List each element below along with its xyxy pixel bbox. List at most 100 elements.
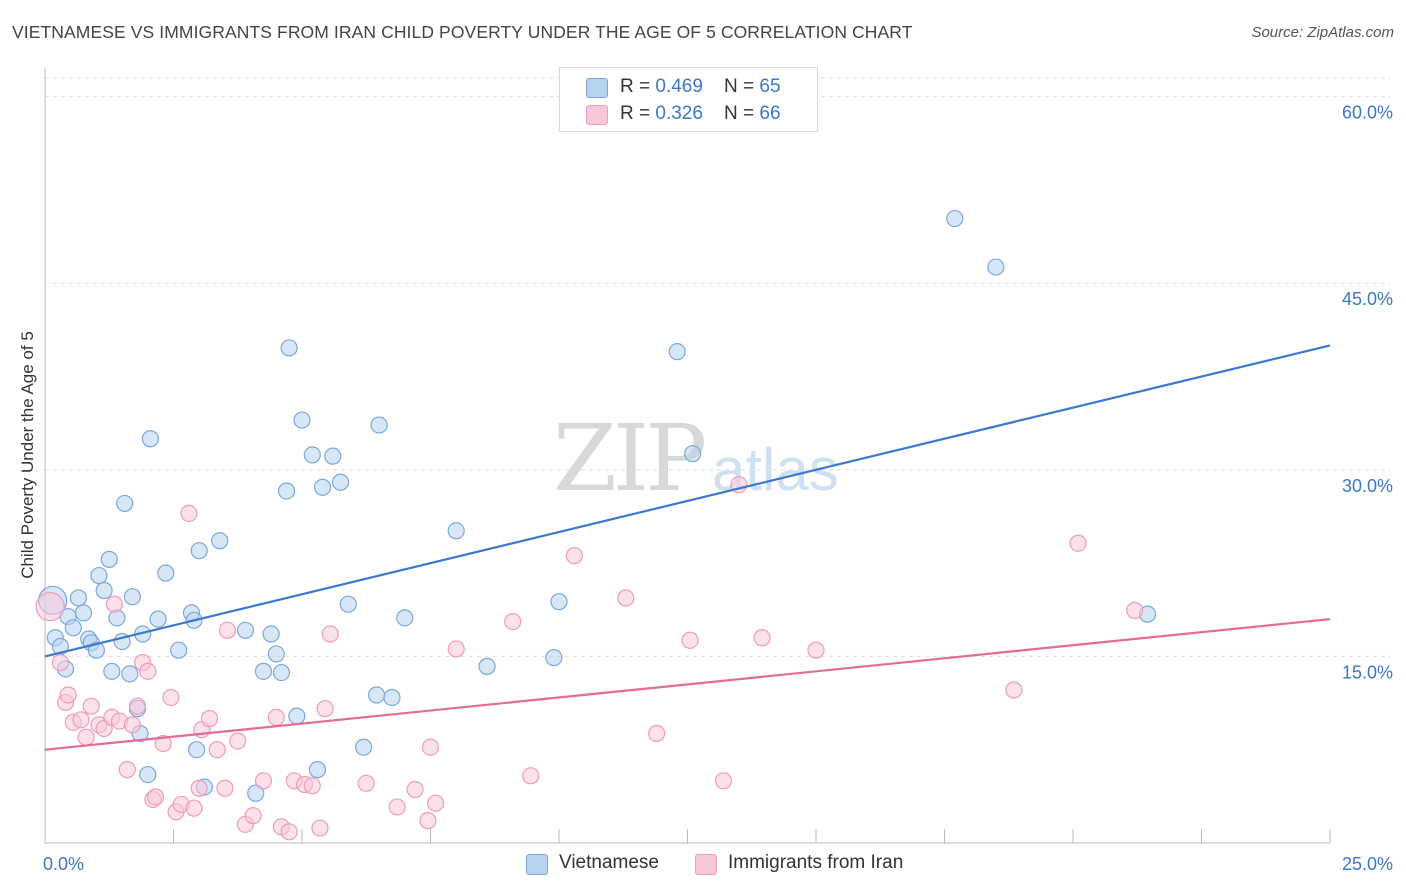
vietnamese-point — [121, 665, 139, 683]
iran-point — [162, 688, 180, 707]
iran-point — [1005, 681, 1023, 699]
y-tick-label: 30.0% — [1342, 476, 1393, 496]
iran-point — [714, 772, 733, 790]
vietnamese-point — [280, 339, 298, 357]
vietnamese-point — [478, 657, 496, 675]
vietnamese-point — [74, 604, 93, 622]
vietnamese-point — [946, 209, 964, 228]
iran-point — [267, 708, 285, 726]
vietnamese-point — [324, 447, 342, 465]
bottom-legend-swatch-pink — [695, 854, 717, 875]
vietnamese-point — [396, 609, 414, 627]
chart-source: Source: ZipAtlas.com — [1251, 24, 1394, 41]
iran-point — [522, 767, 540, 785]
vietnamese-point — [987, 258, 1005, 276]
y-tick-label: 45.0% — [1342, 289, 1393, 309]
legend-swatch-pink — [586, 105, 608, 125]
vietnamese-point — [293, 411, 311, 429]
vietnamese-point — [100, 550, 118, 568]
vietnamese-point — [303, 446, 321, 464]
iran-point — [419, 812, 437, 830]
vietnamese-point — [87, 641, 106, 659]
vietnamese-point — [339, 595, 357, 613]
vietnamese-point — [123, 588, 141, 606]
vietnamese-point — [272, 663, 291, 682]
iran-point — [648, 724, 666, 743]
iran-point — [77, 728, 95, 746]
vietnamese-point — [545, 649, 563, 667]
iran-point — [51, 654, 70, 672]
iran-point — [128, 697, 147, 715]
iran-point — [254, 772, 273, 790]
x-tick-label: 25.0% — [1342, 854, 1393, 874]
vietnamese-point — [247, 784, 265, 802]
vietnamese-point — [116, 494, 134, 513]
vietnamese-trendline — [44, 344, 1331, 658]
vietnamese-point — [188, 741, 206, 759]
iran-point — [316, 700, 334, 718]
iran-point — [807, 641, 825, 659]
legend-n-value: 66 — [759, 103, 781, 124]
iran-point — [59, 686, 77, 704]
iran-point — [218, 621, 237, 639]
iran-point — [357, 774, 375, 792]
correlation-legend: R = 0.469 N = 65 R = 0.326 N = 66 — [559, 67, 818, 132]
vietnamese-point — [157, 564, 175, 582]
iran-point — [216, 779, 234, 797]
vietnamese-point — [103, 662, 121, 680]
iran-point — [406, 780, 424, 799]
vietnamese-point — [190, 542, 208, 560]
vietnamese-point — [95, 581, 113, 600]
legend-n-label: N = — [724, 76, 760, 97]
vietnamese-point — [139, 765, 157, 784]
iran-point — [303, 777, 321, 795]
iran-point — [388, 798, 406, 816]
vietnamese-point — [149, 610, 167, 628]
vietnamese-point — [211, 532, 229, 550]
legend-n-label: N = — [724, 103, 760, 124]
iran-point — [229, 732, 247, 750]
vietnamese-point — [236, 621, 255, 639]
legend-n-value: 65 — [759, 76, 781, 97]
iran-trendline — [44, 618, 1331, 751]
iran-point — [565, 547, 584, 565]
legend-r-label: R = — [620, 76, 656, 97]
legend-swatch-blue — [586, 78, 608, 98]
vietnamese-point — [668, 343, 686, 361]
legend-r-label: R = — [620, 103, 656, 124]
y-tick-label: 60.0% — [1342, 103, 1393, 123]
iran-point — [280, 823, 298, 841]
vietnamese-point — [262, 625, 280, 643]
iran-point — [180, 504, 198, 522]
y-tick-label: 15.0% — [1342, 662, 1393, 682]
vietnamese-point — [254, 662, 273, 680]
iran-point — [1069, 534, 1087, 552]
iran-point — [35, 592, 65, 622]
iran-point — [146, 788, 165, 806]
chart-title: VIETNAMESE VS IMMIGRANTS FROM IRAN CHILD… — [12, 22, 913, 42]
vietnamese-point — [355, 738, 373, 756]
iran-point — [200, 710, 219, 728]
bottom-legend-label: Vietnamese — [559, 852, 659, 873]
bottom-legend-swatch-blue — [526, 854, 548, 875]
vietnamese-point — [313, 478, 332, 496]
iran-point — [139, 662, 157, 680]
x-tick-label: 0.0% — [43, 854, 84, 874]
iran-point — [208, 741, 226, 759]
legend-r-value: 0.326 — [655, 103, 703, 124]
iran-point — [82, 697, 100, 715]
vietnamese-point — [69, 589, 88, 607]
iran-point — [1126, 601, 1144, 619]
vietnamese-point — [64, 619, 82, 637]
iran-point — [190, 779, 208, 797]
iran-point — [244, 807, 262, 825]
legend-r-value: 0.469 — [655, 76, 703, 97]
vietnamese-point — [331, 473, 350, 491]
vietnamese-point — [90, 566, 108, 585]
vietnamese-point — [308, 761, 327, 779]
vietnamese-point — [684, 445, 702, 463]
vietnamese-point — [383, 688, 401, 707]
vietnamese-point — [370, 416, 388, 434]
vietnamese-point — [277, 482, 296, 500]
